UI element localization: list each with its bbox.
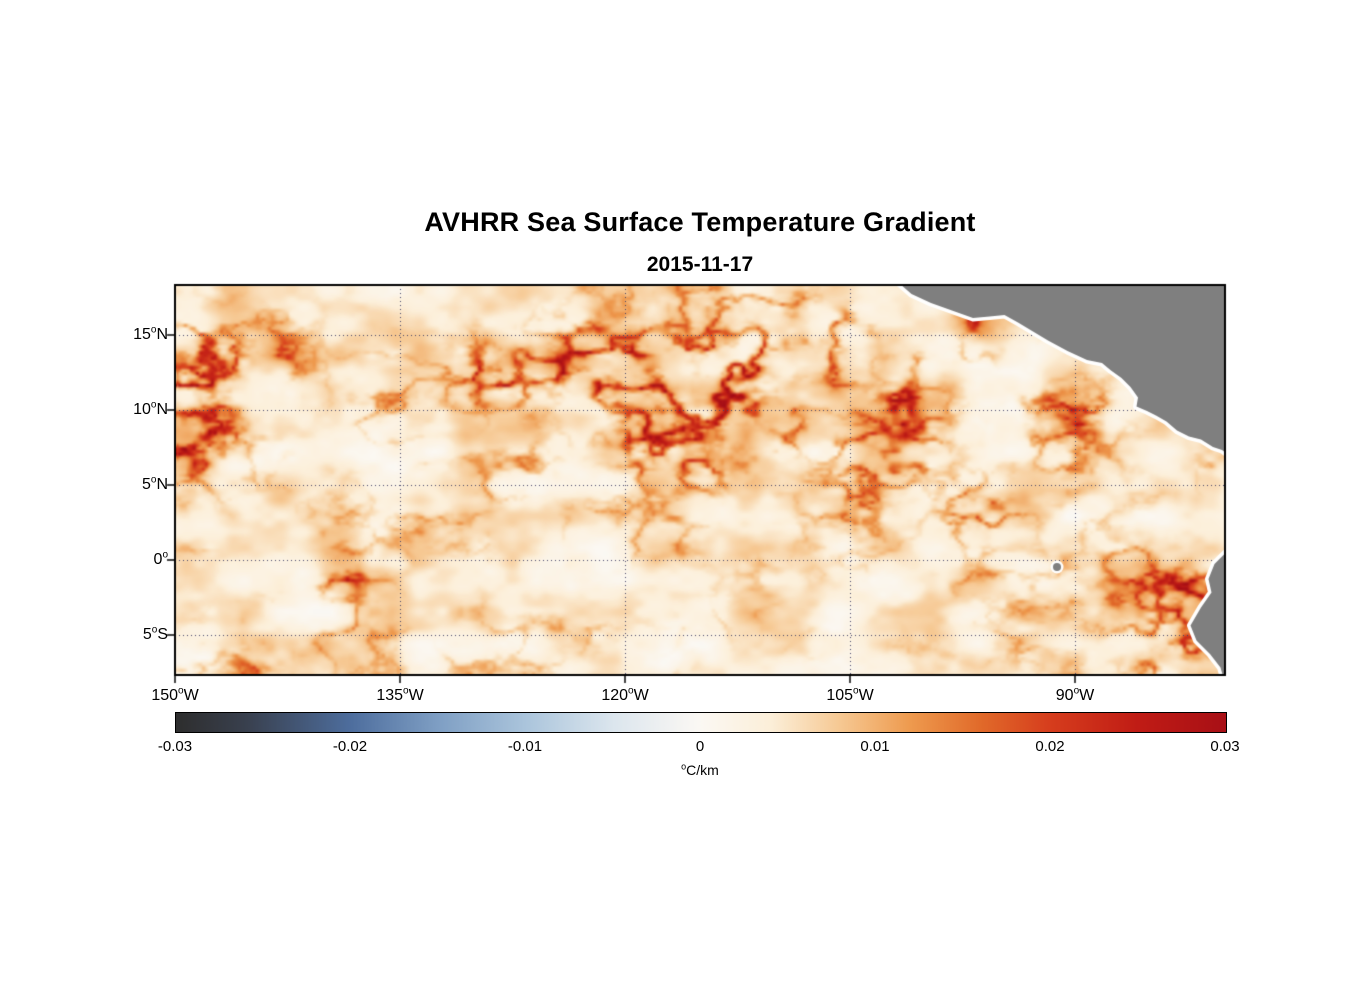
- chart-subtitle: 2015-11-17: [646, 253, 754, 276]
- degree-symbol: o: [150, 399, 157, 411]
- x-axis-tick-label: 90oW: [1055, 685, 1095, 704]
- degree-symbol: o: [681, 761, 687, 772]
- colorbar-units-label: oC/km: [175, 762, 1225, 778]
- degree-symbol: o: [151, 624, 158, 636]
- colorbar-tick-label: 0.03: [1210, 738, 1240, 755]
- colorbar-tick-label: -0.03: [157, 738, 193, 755]
- chart-title: AVHRR Sea Surface Temperature Gradient: [424, 207, 976, 237]
- y-axis-tick-label: 15oN: [133, 324, 168, 343]
- x-axis-tick-label: 105oW: [826, 685, 874, 704]
- units-text: C/km: [686, 762, 719, 778]
- x-axis-tick-label: 135oW: [376, 685, 424, 704]
- degree-symbol: o: [628, 685, 634, 697]
- degree-symbol: o: [403, 685, 409, 697]
- sst-gradient-map: [165, 275, 1235, 685]
- colorbar-tick-label: 0.02: [1035, 738, 1065, 755]
- degree-symbol: o: [150, 324, 157, 336]
- y-axis-tick-label: 5oN: [141, 474, 168, 493]
- degree-symbol: o: [853, 685, 859, 697]
- degree-symbol: o: [150, 474, 157, 486]
- colorbar-tick-label: 0: [695, 738, 705, 755]
- y-axis-tick-label: 0o: [153, 549, 168, 568]
- degree-symbol: o: [162, 549, 168, 561]
- degree-symbol: o: [178, 685, 184, 697]
- degree-symbol: o: [1073, 685, 1080, 697]
- colorbar-tick-label: 0.01: [860, 738, 890, 755]
- x-axis-tick-label: 120oW: [601, 685, 649, 704]
- colorbar-tick-label: -0.02: [332, 738, 368, 755]
- y-axis-tick-label: 5oS: [142, 624, 168, 643]
- colorbar: [175, 712, 1227, 733]
- x-axis-tick-label: 150oW: [151, 685, 199, 704]
- y-axis-tick-label: 10oN: [133, 399, 168, 418]
- colorbar-tick-label: -0.01: [507, 738, 543, 755]
